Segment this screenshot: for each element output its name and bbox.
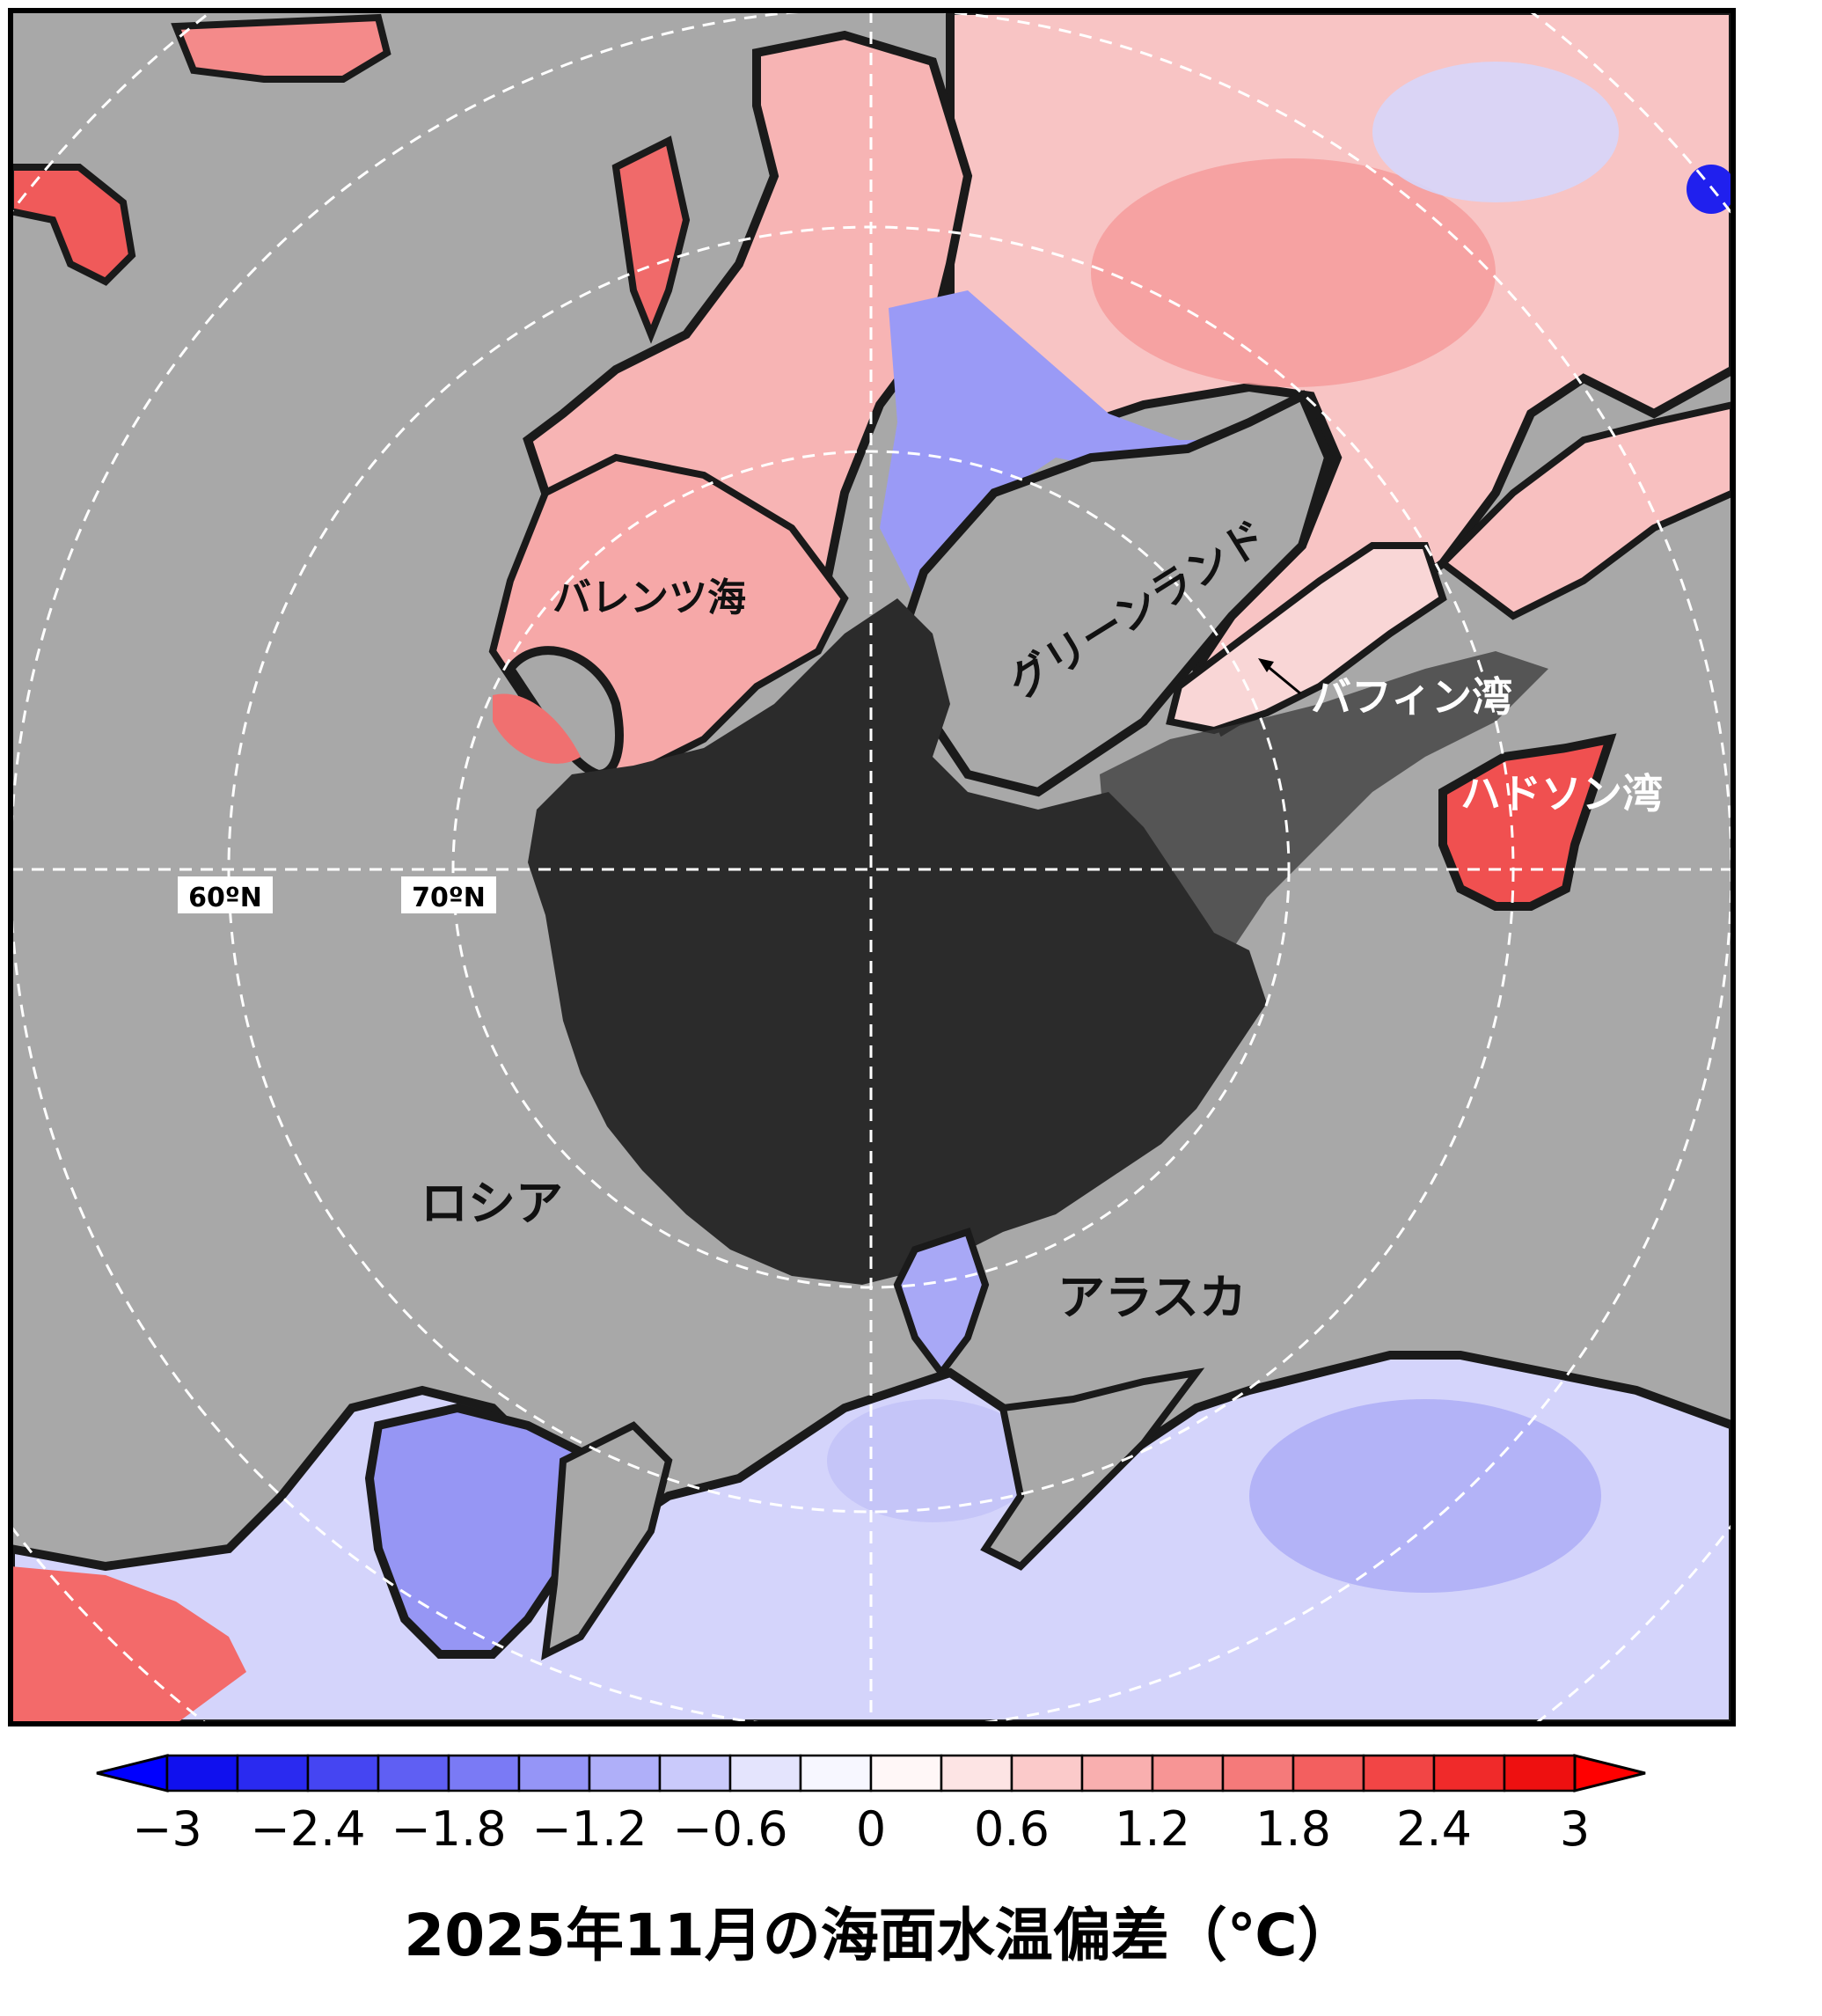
arctic-sea-ice: [528, 598, 1267, 1285]
colorbar-bin: [1432, 1754, 1506, 1792]
map-area: [11, 11, 1733, 1724]
colorbar-tick-label: 2.4: [1396, 1801, 1472, 1857]
label-barents-sea: バレンツ海: [552, 575, 746, 620]
colorbar-bin: [658, 1754, 732, 1792]
colorbar-bin: [236, 1754, 310, 1792]
colorbar-bin: [728, 1754, 802, 1792]
baffin-bay: [1166, 542, 1447, 735]
colorbar-bin: [1151, 1754, 1225, 1792]
colorbar-tick-label: −1.8: [391, 1801, 506, 1857]
figure-title: 2025年11月の海面水温偏差（℃）: [404, 1902, 1355, 1969]
alaska-peninsula: [980, 1367, 1205, 1571]
greenland-landmass: [892, 390, 1334, 797]
small-sea-top-left: [171, 13, 391, 83]
colorbar-bin: [1080, 1754, 1154, 1792]
svg-text:70ºN: 70ºN: [412, 883, 486, 913]
map-frame: [8, 8, 1736, 1726]
latitude-label-60n: 60ºN: [178, 876, 273, 913]
small-sea-left: [11, 164, 136, 286]
label-russia: ロシア: [421, 1176, 563, 1231]
colorbar: [96, 1754, 1646, 1792]
label-baffin-bay: バフィン湾: [1311, 673, 1512, 721]
colorbar-bin: [165, 1754, 239, 1792]
colorbar-bin: [377, 1754, 450, 1792]
sea-of-japan: [11, 1566, 246, 1724]
colorbar-high-arrow: [1573, 1754, 1646, 1792]
colorbar-bin: [517, 1754, 591, 1792]
chukchi-sea: [893, 1227, 990, 1379]
colorbar-bin: [940, 1754, 1013, 1792]
hudson-bay: [1438, 733, 1617, 911]
colorbar-bin: [799, 1754, 873, 1792]
label-alaska: アラスカ: [1057, 1270, 1247, 1325]
colorbar-bin: [1291, 1754, 1365, 1792]
colorbar-bin: [447, 1754, 521, 1792]
colorbar-bin: [1503, 1754, 1577, 1792]
warm-anomaly-core: [1091, 158, 1496, 387]
canadian-archipelago: [1100, 651, 1548, 986]
colorbar-tick-label: 3: [1560, 1801, 1590, 1857]
baltic-sea: [611, 136, 691, 344]
latitude-label-70n: 70ºN: [401, 876, 496, 913]
bering-cool-patch: [827, 1399, 1038, 1522]
colorbar-bin: [869, 1754, 943, 1792]
colorbar-tick-label: 1.2: [1115, 1801, 1190, 1857]
colorbar-bin: [1362, 1754, 1436, 1792]
kara-sea-warm: [493, 693, 581, 764]
colorbar-tick-label: −0.6: [672, 1801, 787, 1857]
north-atlantic-blue-patch: [1372, 62, 1619, 202]
colorbar-bin: [1010, 1754, 1084, 1792]
colorbar-bin: [588, 1754, 662, 1792]
colorbar-tick-label: 0.6: [974, 1801, 1050, 1857]
colorbar-tick-label: 1.8: [1255, 1801, 1331, 1857]
colorbar-tick-label: −1.2: [531, 1801, 647, 1857]
colorbar-tick-label: −3: [132, 1801, 202, 1857]
kamchatka: [541, 1421, 673, 1660]
baffin-arrow: [1258, 658, 1301, 695]
label-hudson-bay: ハドソン湾: [1460, 770, 1663, 817]
colorbar-bin: [306, 1754, 380, 1792]
labrador-sea: [1437, 400, 1733, 620]
svg-text:60ºN: 60ºN: [188, 883, 262, 913]
pacific-cool-patch: [1249, 1399, 1601, 1593]
colorbar-tick-label: −2.4: [250, 1801, 365, 1857]
colorbar-bin: [1221, 1754, 1295, 1792]
colorbar-low-arrow: [96, 1754, 169, 1792]
colorbar-tick-labels: −3 −2.4 −1.8 −1.2 −0.6 0 0.6 1.2 1.8 2.4 3: [132, 1801, 1590, 1857]
colorbar-tick-label: 0: [856, 1801, 886, 1857]
cold-spot: [1687, 165, 1733, 214]
